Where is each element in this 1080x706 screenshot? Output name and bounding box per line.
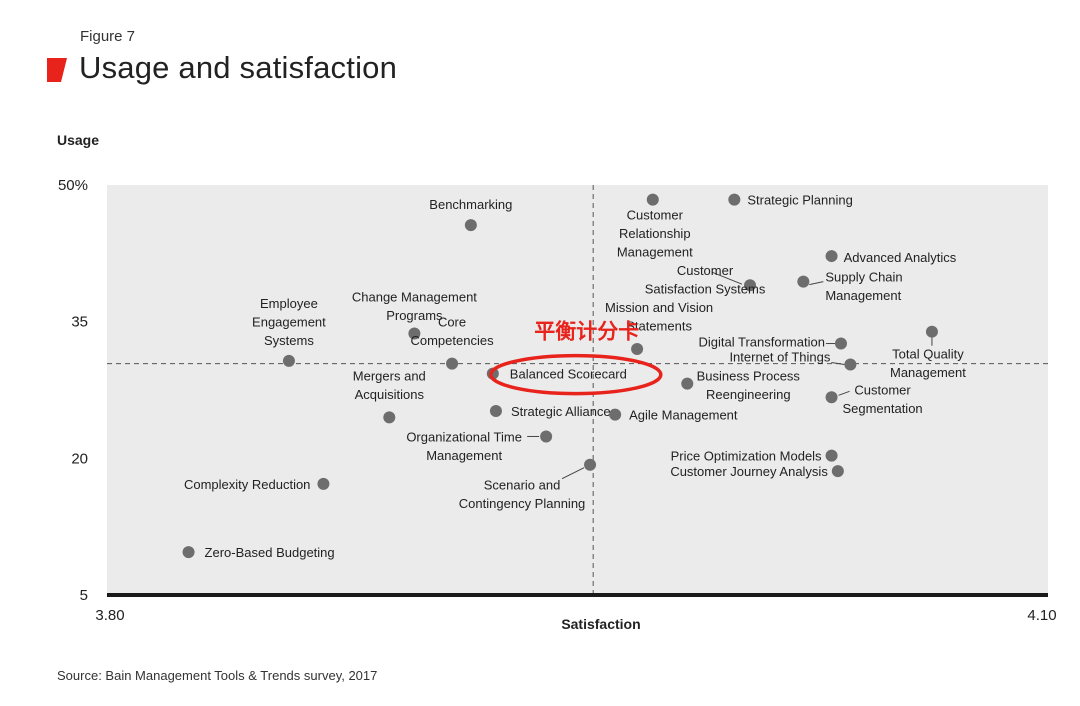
data-point [825,250,838,263]
point-label: Strategic Alliances [511,404,618,419]
point-label: Complexity Reduction [184,477,310,492]
x-axis-title: Satisfaction [561,616,640,632]
point-leader-line [838,390,850,396]
point-label: Agile Management [629,408,738,423]
point-label: Strategic Planning [747,193,853,208]
annotation-ellipse [489,353,663,396]
data-point [925,325,938,338]
data-point [844,358,857,371]
point-label: Employee Engagement Systems [252,296,326,348]
data-point [646,193,659,206]
y-tick-label: 35 [71,314,88,331]
y-tick-label: 5 [80,587,88,604]
title-accent-mark [47,58,67,82]
data-point [728,193,741,206]
y-tick-label: 20 [71,450,88,467]
point-label: Price Optimization Models [671,449,822,464]
data-point [631,343,644,355]
point-label: Scenario and Contingency Planning [459,478,585,512]
point-leader-line [561,467,585,480]
point-label: Mission and Vision Statements [605,300,713,334]
point-label: Organizational Time Management [406,429,522,463]
point-label: Customer Relationship Management [617,208,693,260]
data-point [825,449,838,462]
point-label: Mergers and Acquisitions [353,368,426,402]
x-tick-label: 3.80 [95,607,124,624]
annotation-label: 平衡计分卡 [534,320,639,344]
point-label: Internet of Things [729,349,830,364]
data-point [681,377,694,390]
point-label: Total Quality Management [890,347,966,381]
x-tick-label: 4.10 [1027,607,1056,624]
data-point [464,219,477,232]
data-point [182,546,195,559]
data-point [489,404,502,417]
point-leader-line [831,361,845,365]
data-point [282,354,295,367]
data-point [446,357,459,370]
point-label: Change Management Programs [352,290,477,324]
data-point [584,458,597,471]
y-axis-title: Usage [57,132,99,148]
data-point [540,430,553,443]
data-point [831,465,844,478]
point-label: Business Process Reengineering [697,369,801,403]
point-label: Advanced Analytics [844,250,957,265]
source-note: Source: Bain Management Tools & Trends s… [57,668,378,683]
figure-label: Figure 7 [80,28,136,45]
data-point [317,477,330,490]
point-label: Zero-Based Budgeting [205,545,335,560]
point-label: Core Competencies [410,315,494,349]
data-point [408,327,421,340]
point-leader-line [809,281,824,286]
data-point [834,337,847,350]
point-label: Balanced Scorecard [510,367,627,382]
data-point [383,411,396,424]
point-label: Customer Segmentation [842,382,922,416]
point-label: Customer Satisfaction Systems [645,263,766,297]
y-tick-label: 50% [58,177,88,194]
point-label: Customer Journey Analysis [670,464,828,479]
data-point [825,391,838,404]
point-label: Supply Chain Management [825,270,902,304]
plot-background [107,185,1048,595]
point-label: Benchmarking [429,197,512,212]
point-leader-line [711,271,743,285]
page-title: Usage and satisfaction [79,50,398,85]
data-point [744,279,757,292]
point-label: Digital Transformation [699,335,825,350]
data-point [797,275,810,288]
data-point [609,408,622,421]
